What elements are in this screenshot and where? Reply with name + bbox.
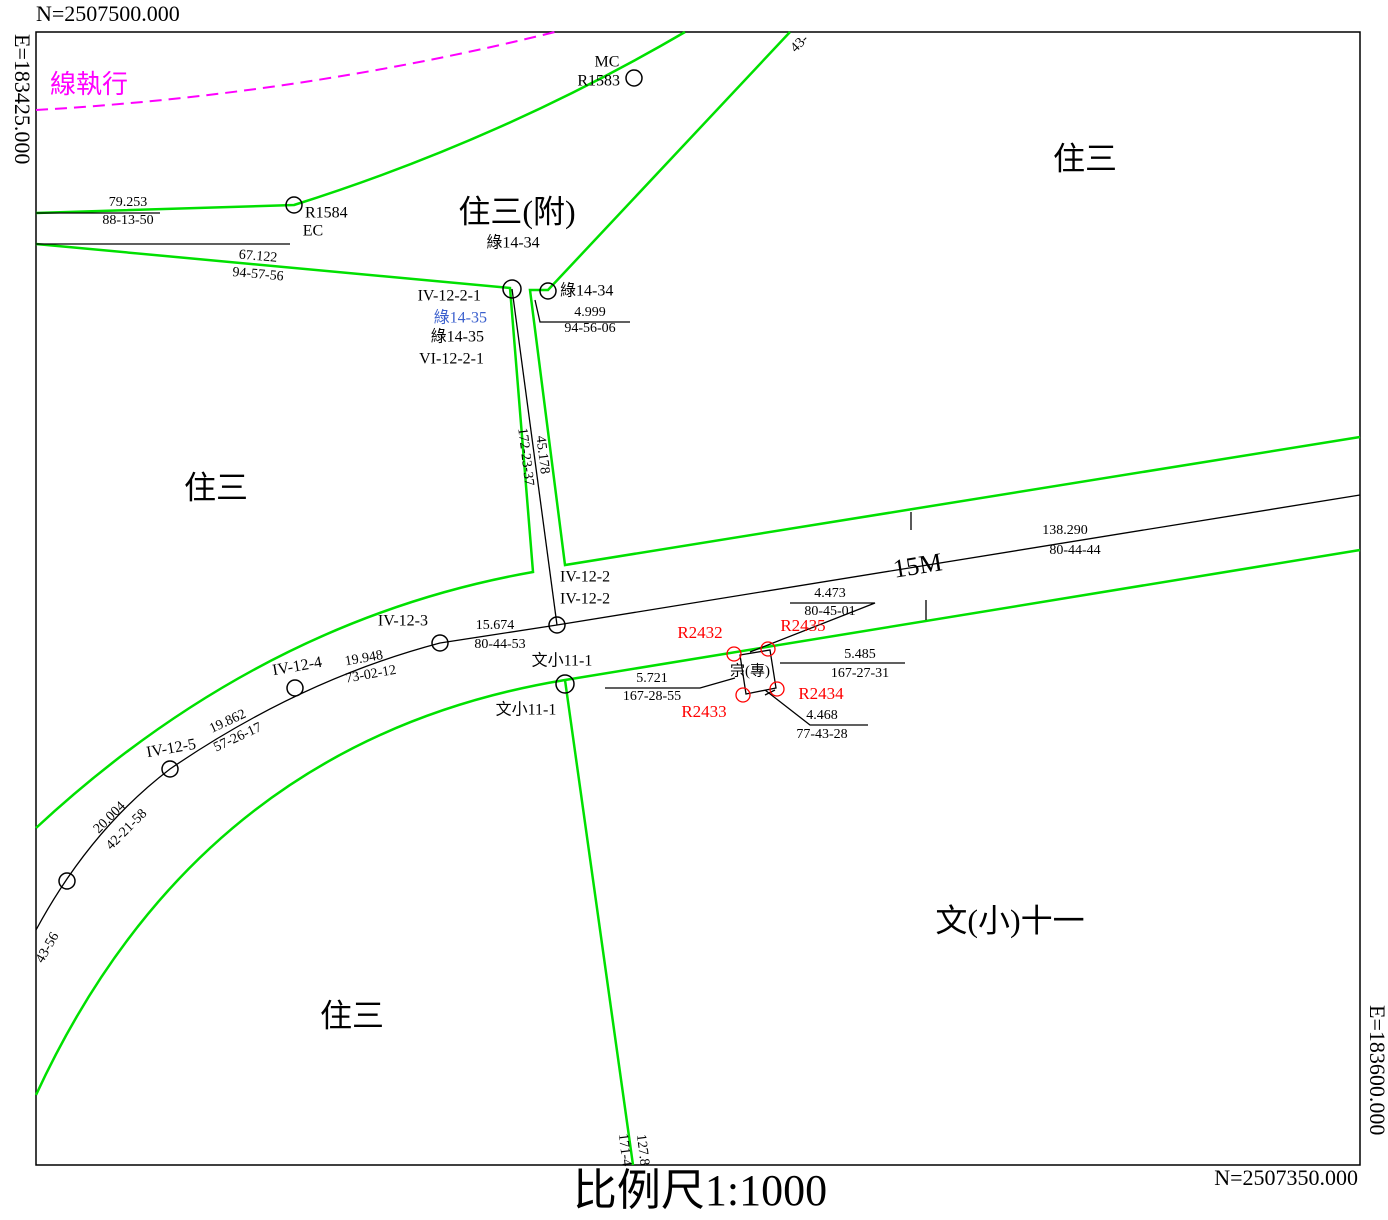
- point-label: R1583: [577, 73, 620, 90]
- parcel-outline: [739, 649, 777, 695]
- survey-point: [548, 616, 566, 634]
- point-label: IV-12-3: [378, 613, 428, 630]
- distance-label: 15.674: [476, 618, 515, 633]
- red-point-label: R2433: [681, 702, 726, 721]
- point-label: IV-12-2: [560, 569, 610, 586]
- parcel-line: [34, 548, 1361, 1096]
- bearing-label: 172-23-37: [514, 427, 536, 487]
- survey-point: [161, 760, 179, 778]
- distance-label: 79.253: [109, 195, 148, 210]
- survey-point: [286, 679, 304, 697]
- bearing-label: 80-44-44: [1049, 543, 1100, 558]
- survey-point: [539, 282, 557, 300]
- point-label: 文小11-1: [496, 701, 557, 719]
- bearing-label: 167-27-31: [831, 666, 889, 681]
- survey-point: [285, 196, 303, 214]
- road-centerline: [511, 288, 558, 626]
- point-label: 綠14-35: [434, 309, 487, 327]
- point-label: R1584: [305, 205, 348, 222]
- coordinate-label: E=183600.000: [1365, 1005, 1388, 1135]
- coordinate-label: E=183425.000: [10, 34, 35, 164]
- point-label: IV-12-2-1: [418, 288, 481, 305]
- red-point: [760, 641, 776, 657]
- point-label: 綠14-34: [560, 282, 613, 300]
- leader-line: [36, 212, 905, 726]
- point-label: 文小11-1: [532, 652, 593, 670]
- distance-label: 67.122: [238, 248, 278, 266]
- zone-label: 住三: [1053, 140, 1117, 176]
- point-label: MC: [595, 54, 620, 71]
- red-point-label: R2434: [798, 684, 844, 703]
- red-point-label: R2432: [677, 623, 722, 642]
- coordinate-label: N=2507500.000: [36, 1, 180, 26]
- distance-label: 5.721: [636, 671, 668, 686]
- map-frame: [35, 31, 1361, 1166]
- red-point: [769, 681, 785, 697]
- distance-label: 19.948: [344, 648, 385, 669]
- bearing-label: 94-57-56: [232, 265, 284, 284]
- zone-label: 文(小)十一: [935, 902, 1084, 938]
- bearing-label: 80-45-01: [804, 604, 855, 619]
- survey-point: [502, 279, 522, 299]
- survey-point: [625, 69, 643, 87]
- width-arrow: [910, 512, 927, 620]
- bearing-label: 77-43-28: [796, 727, 847, 742]
- parcel-line: [35, 30, 686, 215]
- distance-label: 4.999: [574, 305, 606, 320]
- parcel-line: [563, 679, 635, 1166]
- point-label: 綠14-35: [431, 328, 484, 346]
- red-point: [726, 646, 742, 662]
- bearing-label: 88-13-50: [102, 213, 153, 228]
- leader-line: [534, 299, 630, 323]
- survey-point: [431, 634, 449, 652]
- point-label: 綠14-34: [486, 234, 539, 252]
- distance-label: 4.473: [814, 586, 846, 601]
- road-centerline: [35, 494, 1361, 931]
- bearing-label: 167-28-55: [623, 689, 681, 704]
- bearing-label: 94-56-06: [564, 321, 615, 336]
- zone-label: 住三: [184, 469, 248, 505]
- point-label: EC: [303, 223, 323, 240]
- point-label: IV-12-2: [560, 591, 610, 608]
- distance-label: 127.8: [633, 1133, 652, 1166]
- survey-point: [555, 674, 575, 694]
- scale-label: 比例尺1:1000: [573, 1166, 827, 1215]
- bearing-label: 171-4: [615, 1133, 634, 1167]
- point-label: VI-12-2-1: [419, 351, 484, 368]
- survey-point: [58, 872, 76, 890]
- zone-label: 住三: [320, 997, 384, 1033]
- parcel-label: 宗(專): [730, 661, 770, 679]
- red-point-label: R2435: [780, 616, 825, 635]
- distance-label: 138.290: [1042, 523, 1088, 538]
- note-label: 線執行: [50, 70, 128, 99]
- bearing-label: 80-44-53: [474, 637, 525, 652]
- survey-points: [58, 69, 785, 890]
- distance-label: 4.468: [806, 708, 838, 723]
- red-point: [735, 687, 751, 703]
- distance-label: 45.178: [532, 435, 552, 475]
- parcel-line: [35, 242, 535, 829]
- coordinate-label: N=2507350.000: [1214, 1165, 1358, 1190]
- distance-label: 5.485: [844, 647, 876, 662]
- zone-label: 住三(附): [458, 193, 575, 229]
- parcel-line: [528, 31, 1361, 567]
- map-lines: [34, 30, 1361, 1166]
